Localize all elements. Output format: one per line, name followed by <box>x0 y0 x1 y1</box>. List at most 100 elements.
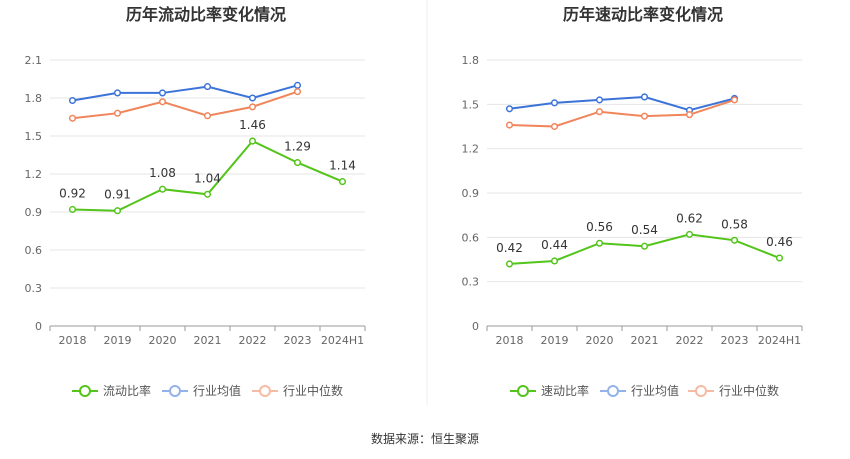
data-point <box>505 121 514 129</box>
data-label: 0.54 <box>631 223 658 237</box>
data-label: 0.58 <box>721 217 748 231</box>
x-tick-label: 2020 <box>586 334 614 347</box>
data-label: 1.04 <box>194 171 221 185</box>
data-point <box>730 96 739 104</box>
data-label: 0.44 <box>541 238 568 252</box>
data-label: 0.92 <box>59 186 86 200</box>
data-point <box>113 109 122 117</box>
data-point <box>595 239 604 247</box>
data-point <box>158 89 167 97</box>
legend-marker <box>259 385 271 397</box>
y-tick-label: 0.3 <box>25 282 43 295</box>
data-point <box>640 112 649 120</box>
legend-label: 行业中位数 <box>283 383 343 398</box>
data-label: 0.91 <box>104 188 131 202</box>
data-point <box>685 111 694 119</box>
data-point <box>248 103 257 111</box>
x-tick-label: 2022 <box>239 334 267 347</box>
data-point <box>550 99 559 107</box>
data-point <box>113 207 122 215</box>
data-point <box>293 88 302 96</box>
legend-label: 流动比率 <box>103 383 151 398</box>
data-point <box>505 260 514 268</box>
data-point <box>68 96 77 105</box>
y-tick-label: 0 <box>472 320 479 333</box>
data-point <box>338 178 347 186</box>
chart-title: 历年流动比率变化情况 <box>126 5 286 24</box>
data-label: 0.46 <box>766 235 793 249</box>
data-point <box>550 257 559 265</box>
y-tick-label: 0.3 <box>462 276 480 289</box>
legend-label: 行业均值 <box>631 383 679 398</box>
data-point <box>293 81 302 89</box>
data-label: 1.08 <box>149 166 176 180</box>
x-tick-label: 2021 <box>631 334 659 347</box>
legend-marker <box>169 385 181 397</box>
data-point <box>595 96 604 104</box>
x-tick-label: 2021 <box>194 334 222 347</box>
x-tick-label: 2020 <box>149 334 177 347</box>
data-point <box>505 105 514 113</box>
legend-label: 速动比率 <box>541 383 589 398</box>
x-tick-label: 2024H1 <box>758 334 801 347</box>
data-point <box>68 205 77 214</box>
data-point <box>203 112 212 120</box>
quick-ratio-chart: 历年速动比率变化情况 0 0.3 0.6 0.9 1.2 1.5 1.8 2018 2019 20… <box>462 5 803 398</box>
y-tick-label: 1.8 <box>462 54 480 67</box>
data-label: 1.29 <box>284 140 311 154</box>
data-point <box>730 236 739 244</box>
x-tick-label: 2024H1 <box>321 334 364 347</box>
data-source: 数据来源：恒生聚源 <box>371 431 479 446</box>
legend-marker <box>79 385 91 397</box>
y-tick-label: 0.6 <box>25 244 43 257</box>
data-point <box>248 94 257 102</box>
data-point <box>248 137 257 145</box>
data-label: 0.56 <box>586 220 613 234</box>
x-tick-label: 2023 <box>284 334 312 347</box>
series-line <box>509 98 735 128</box>
data-point <box>640 242 649 250</box>
legend-marker <box>607 385 619 397</box>
data-label: 0.62 <box>676 211 703 225</box>
y-tick-label: 1.2 <box>25 168 43 181</box>
current-ratio-chart: 历年流动比率变化情况 0 0.3 0.6 0.9 1.2 1.5 1.8 2.1 2018 201… <box>25 5 366 398</box>
x-tick-label: 2018 <box>59 334 87 347</box>
legend-label: 行业均值 <box>193 383 241 398</box>
data-point <box>595 108 604 116</box>
data-point <box>203 190 212 198</box>
y-tick-label: 1.5 <box>462 98 480 111</box>
series-line <box>72 84 298 102</box>
data-point <box>775 254 784 262</box>
y-tick-label: 2.1 <box>25 54 43 67</box>
data-point <box>158 185 167 193</box>
legend-label: 行业中位数 <box>719 383 779 398</box>
x-tick-label: 2018 <box>496 334 524 347</box>
x-tick-label: 2022 <box>676 334 704 347</box>
series-line <box>509 95 735 112</box>
data-point <box>685 230 694 238</box>
data-point <box>640 93 649 101</box>
x-tick-label: 2019 <box>104 334 132 347</box>
data-point <box>293 159 302 167</box>
y-tick-label: 0.9 <box>462 187 480 200</box>
chart-title: 历年速动比率变化情况 <box>563 5 723 24</box>
series-line <box>72 90 298 120</box>
data-point <box>550 122 559 131</box>
data-point <box>203 83 212 91</box>
y-tick-label: 0 <box>35 320 42 333</box>
y-tick-label: 0.9 <box>25 206 43 219</box>
data-point <box>68 114 77 122</box>
y-tick-label: 1.5 <box>25 130 43 143</box>
data-point <box>113 89 122 97</box>
data-label: 0.42 <box>496 241 523 255</box>
x-tick-label: 2023 <box>721 334 749 347</box>
data-label: 1.46 <box>239 118 266 132</box>
data-point <box>158 98 167 106</box>
data-label: 1.14 <box>329 159 356 173</box>
legend-marker <box>517 385 529 397</box>
y-tick-label: 1.8 <box>25 92 43 105</box>
y-tick-label: 0.6 <box>462 231 480 244</box>
y-tick-label: 1.2 <box>462 143 480 156</box>
legend-marker <box>695 385 707 397</box>
